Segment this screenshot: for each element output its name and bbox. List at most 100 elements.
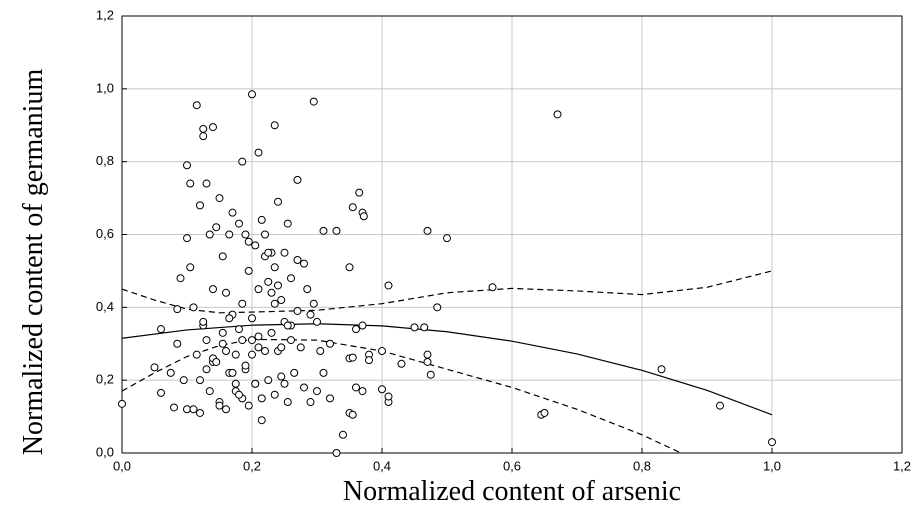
- point: [254, 343, 263, 352]
- point: [306, 398, 315, 407]
- point: [267, 328, 276, 337]
- point: [257, 215, 266, 224]
- point: [443, 234, 451, 243]
- point: [306, 310, 315, 319]
- point: [222, 347, 230, 356]
- point: [205, 230, 214, 239]
- point: [261, 230, 269, 239]
- point: [326, 394, 334, 403]
- point: [348, 353, 357, 362]
- point: [202, 179, 211, 188]
- point: [300, 259, 308, 268]
- point: [186, 179, 195, 188]
- point: [241, 230, 250, 239]
- point: [352, 325, 360, 334]
- point: [183, 405, 191, 414]
- point: [225, 314, 234, 323]
- y-tick-label: 1,2: [96, 7, 114, 22]
- point: [218, 252, 227, 261]
- point: [319, 226, 328, 235]
- point: [231, 379, 240, 388]
- point: [150, 363, 159, 372]
- point: [264, 248, 273, 257]
- point: [264, 376, 273, 385]
- point: [257, 416, 266, 425]
- point: [118, 399, 126, 408]
- point: [355, 188, 364, 197]
- point: [261, 347, 269, 356]
- point: [277, 372, 286, 381]
- point: [199, 132, 208, 141]
- point: [205, 387, 214, 396]
- point: [488, 283, 497, 292]
- point: [199, 124, 208, 133]
- point: [222, 405, 230, 414]
- point: [241, 361, 250, 370]
- point: [426, 370, 435, 379]
- point: [196, 201, 204, 210]
- point: [332, 226, 341, 235]
- point: [170, 403, 178, 412]
- point: [365, 356, 373, 365]
- point: [420, 323, 429, 332]
- point: [290, 368, 299, 377]
- point: [293, 175, 302, 184]
- point: [244, 237, 253, 246]
- x-axis-label: Normalized content of arsenic: [343, 476, 681, 507]
- point: [215, 401, 224, 410]
- point: [270, 299, 279, 308]
- point: [218, 339, 227, 348]
- y-axis-label: Normalized content of germanium: [18, 69, 49, 456]
- point: [196, 376, 204, 385]
- point: [192, 350, 201, 359]
- point: [228, 368, 237, 377]
- point: [267, 288, 276, 297]
- point: [257, 394, 266, 403]
- point: [248, 314, 256, 323]
- point: [212, 357, 221, 366]
- point: [553, 110, 562, 119]
- point: [235, 219, 243, 228]
- point: [209, 123, 217, 132]
- point: [423, 226, 432, 235]
- point: [215, 194, 224, 203]
- point: [186, 263, 195, 272]
- point: [309, 299, 318, 308]
- point: [166, 368, 175, 377]
- point: [157, 325, 165, 334]
- point: [280, 379, 289, 388]
- point: [303, 285, 312, 294]
- fit-line: [122, 323, 773, 416]
- plot-frame: [121, 15, 903, 454]
- point: [283, 219, 292, 228]
- point: [183, 161, 191, 170]
- point: [183, 234, 191, 243]
- point: [176, 274, 185, 283]
- point: [339, 430, 347, 439]
- point: [264, 277, 273, 286]
- point: [218, 328, 227, 337]
- point: [410, 323, 419, 332]
- point: [316, 347, 325, 356]
- point: [254, 332, 263, 341]
- point: [251, 241, 260, 250]
- y-tick-label: 0,0: [96, 444, 114, 459]
- y-tick-label: 0,8: [96, 153, 114, 168]
- point: [287, 274, 295, 283]
- y-tick-label: 0,4: [96, 299, 114, 314]
- point: [397, 359, 406, 368]
- point: [225, 230, 234, 239]
- point: [212, 223, 221, 232]
- x-tick-label: 0,4: [373, 458, 391, 473]
- point: [384, 392, 393, 401]
- x-tick-label: 1,0: [763, 458, 781, 473]
- point: [319, 368, 328, 377]
- point: [228, 208, 237, 217]
- point: [768, 438, 776, 447]
- point: [378, 385, 386, 394]
- point: [244, 266, 253, 275]
- point: [173, 305, 182, 314]
- y-tick-label: 0,2: [96, 372, 114, 387]
- point: [270, 121, 279, 130]
- y-tick-label: 0,6: [96, 226, 114, 241]
